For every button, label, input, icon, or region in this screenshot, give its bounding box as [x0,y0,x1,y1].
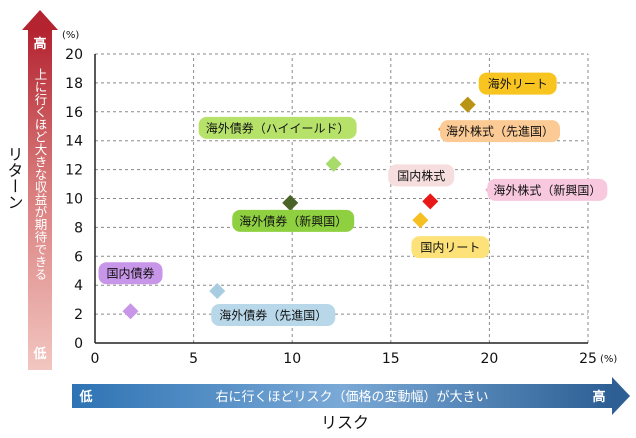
tick-labels: 0 2 4 6 8 10 12 14 16 18 20 0 5 10 15 20 25 [65,47,597,367]
data-point-marker [325,155,342,172]
return-arrow-low-label: 低 [32,346,46,362]
data-point-marker [282,194,299,211]
point-label-box [98,262,163,285]
point-label-box [478,72,557,95]
point-label-box [487,178,608,201]
return-arrow-high-label: 高 [33,36,46,52]
risk-arrow-text: 右に行くほどリスク（価格の変動幅）が大きい [215,389,488,405]
x-tick-label: 0 [91,351,100,367]
point-label: 海外株式（先進国） [446,124,554,139]
return-arrow-text: 上に行くほど大きな収益が期待できる [33,68,48,281]
point-label: 海外株式（新興国） [493,182,601,197]
risk-arrow-low-label: 低 [78,389,92,405]
y-tick-label: 18 [65,76,83,92]
point-label: 国内債券 [106,266,154,281]
point-label: 海外債券（先進国） [219,307,327,322]
data-point-marker [422,193,439,210]
y-tick-label: 12 [65,163,83,179]
return-arrow [22,10,58,370]
point-label-box [440,120,561,143]
risk-arrow [72,377,630,415]
y-tick-label: 20 [65,47,83,63]
y-tick-label: 6 [74,249,83,265]
data-point-marker [209,282,226,299]
y-tick-label: 4 [74,278,83,294]
x-tick-label: 5 [189,351,198,367]
point-label-box [211,303,336,326]
data-point-marker [122,303,139,320]
point-label: 海外債券（ハイイールド） [206,120,350,135]
y-axis-title: リターン [5,146,24,210]
data-point-marker [459,96,476,113]
y-tick-label: 2 [74,307,83,323]
x-axis-title: リスク [321,413,369,432]
point-label-box [411,236,490,259]
y-tick-label: 10 [65,192,83,208]
x-tick-label: 10 [283,351,301,367]
x-tick-label: 20 [480,351,498,367]
y-tick-label: 8 [74,220,83,236]
point-label: 国内リート [420,241,480,255]
y-unit-label: (%) [62,30,79,41]
risk-arrow-high-label: 高 [592,389,605,405]
point-label-box [388,164,455,187]
y-tick-label: 16 [65,105,83,121]
point-label-box [198,116,357,139]
x-tick-label: 15 [382,351,400,367]
x-unit-label: (%) [600,354,617,365]
y-tick-label: 0 [74,336,83,352]
point-label: 国内株式 [397,168,445,183]
x-tick-label: 25 [579,351,597,367]
y-tick-label: 14 [65,134,83,150]
point-label: 海外リート [488,76,548,91]
data-point-marker [412,212,429,229]
point-label-box [232,209,355,232]
point-label: 海外債券（新興国） [239,213,347,228]
